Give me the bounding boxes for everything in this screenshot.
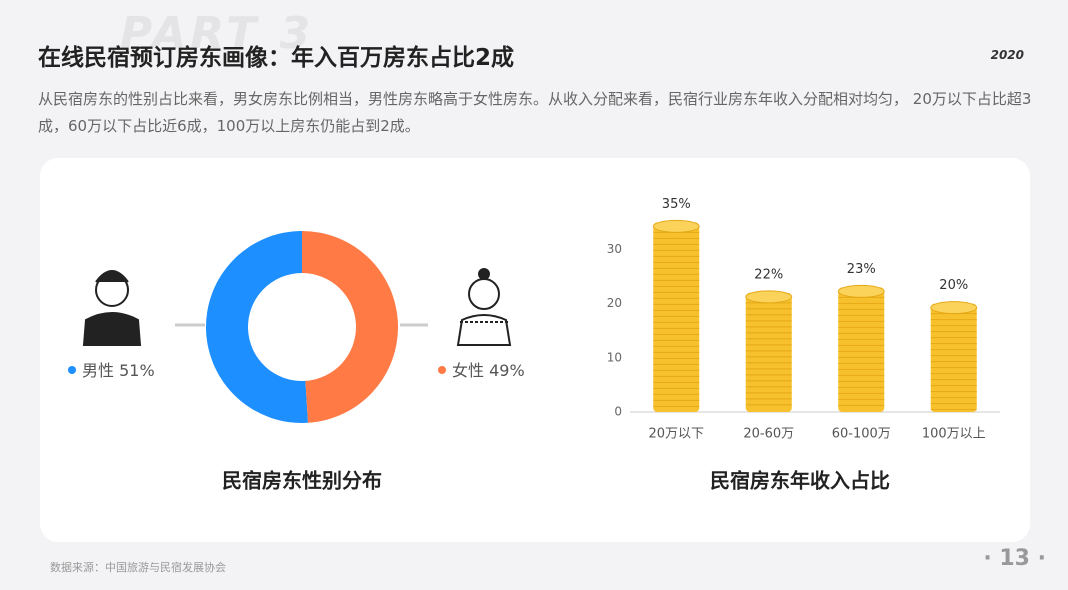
source: 数据来源：中国旅游与民宿发展协会	[50, 561, 226, 574]
page-number-value: 13	[999, 546, 1030, 571]
legend-name: 女性	[452, 361, 484, 380]
donut-slice	[302, 231, 399, 423]
coin-top	[930, 301, 978, 315]
legend-label: 女性 49%	[452, 361, 525, 380]
bar	[930, 303, 977, 412]
y-tick-label: 10	[607, 350, 622, 364]
x-tick-label: 60-100万	[832, 427, 891, 442]
description: 从民宿房东的性别占比来看，男女房东比例相当，男性房东略高于女性房东。从收入分配来…	[38, 90, 1032, 135]
watermark: PART 3	[120, 8, 315, 59]
chart-title: 民宿房东年收入占比	[710, 469, 890, 493]
bar	[838, 287, 885, 412]
legend-dot	[438, 366, 446, 374]
x-tick-label: 100万以上	[922, 427, 986, 442]
value-label: 23%	[847, 262, 876, 277]
bar	[745, 292, 792, 412]
coin-top	[837, 284, 885, 298]
legend-dot	[68, 366, 76, 374]
coin-top	[652, 219, 700, 233]
y-tick-label: 30	[607, 242, 622, 256]
legend-label: 男性 51%	[82, 361, 155, 380]
y-tick-label: 0	[614, 405, 622, 419]
female-icon	[456, 268, 512, 346]
male-icon	[82, 270, 142, 346]
legend-value: 51%	[119, 361, 155, 380]
legend-value: 49%	[489, 361, 525, 380]
x-tick-label: 20万以下	[648, 427, 704, 442]
legend-name: 男性	[82, 361, 114, 380]
value-label: 35%	[662, 197, 691, 212]
donut-slice	[206, 231, 309, 423]
x-tick-label: 20-60万	[743, 427, 794, 442]
year: 2020	[990, 48, 1024, 62]
value-label: 20%	[939, 278, 968, 293]
coin-top	[745, 290, 793, 304]
chart-title: 民宿房东性别分布	[222, 469, 382, 493]
page-number: · 13 ·	[983, 546, 1046, 571]
value-label: 22%	[754, 267, 783, 282]
page-title: 在线民宿预订房东画像：年入百万房东占比2成	[38, 45, 515, 71]
y-tick-label: 20	[607, 296, 622, 310]
